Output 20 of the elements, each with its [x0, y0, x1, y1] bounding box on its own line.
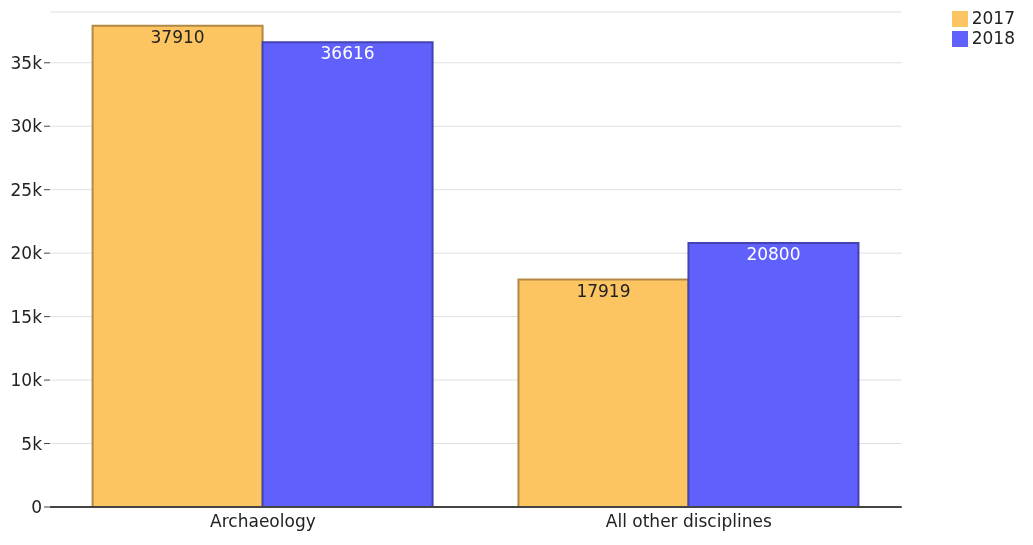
- legend-label: 2017: [971, 8, 1015, 28]
- x-tick-label: All other disciplines: [605, 511, 772, 532]
- legend-label: 2018: [971, 28, 1015, 48]
- data-label: 36616: [320, 43, 375, 64]
- y-tick-label: 15k: [10, 306, 43, 327]
- bar: [91, 24, 264, 507]
- y-tick-label: 25k: [10, 179, 43, 200]
- bar: [261, 41, 434, 507]
- bar: [517, 278, 690, 507]
- y-tick-label: 0: [31, 497, 42, 518]
- data-label: 20800: [746, 244, 801, 265]
- data-label: 37910: [150, 26, 205, 47]
- y-tick-label: 10k: [10, 370, 43, 391]
- x-tick-label: Archaeology: [210, 511, 316, 532]
- bar: [687, 242, 860, 507]
- y-tick-label: 30k: [10, 116, 43, 137]
- y-tick-label: 35k: [10, 52, 43, 73]
- y-tick-label: 5k: [21, 433, 43, 454]
- data-label: 17919: [576, 280, 631, 301]
- y-tick-label: 20k: [10, 243, 43, 264]
